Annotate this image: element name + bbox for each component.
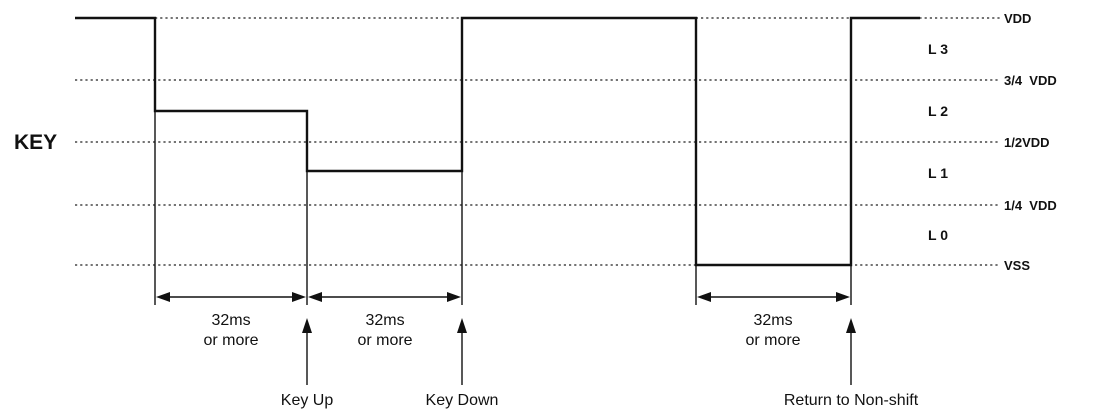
interval-1-dimension [156, 292, 306, 302]
event-labels: Key Up Key Down Return to Non-shift [281, 392, 919, 409]
interval-labels: 32ms or more 32ms or more 32ms or more [203, 312, 800, 349]
level-l1-label: L 1 [928, 165, 948, 181]
interval-2-dimension [308, 292, 461, 302]
reference-lines [75, 17, 1000, 266]
key-down-label: Key Down [426, 392, 499, 409]
interval-1-line1: 32ms [211, 312, 250, 329]
interval-3-line2: or more [745, 332, 800, 349]
interval-3-line1: 32ms [753, 312, 792, 329]
interval-2-line1: 32ms [365, 312, 404, 329]
rail-labels: VDD 3/4 VDD 1/2VDD 1/4 VDD VSS [1004, 11, 1057, 273]
quarter-vdd-label: 1/4 VDD [1004, 198, 1057, 213]
interval-1-line2: or more [203, 332, 258, 349]
three-quarter-vdd-label: 3/4 VDD [1004, 73, 1057, 88]
vss-label: VSS [1004, 258, 1030, 273]
level-labels: L 3 L 2 L 1 L 0 [928, 41, 948, 243]
return-label: Return to Non-shift [784, 392, 919, 409]
level-l2-label: L 2 [928, 103, 948, 119]
half-vdd-label: 1/2VDD [1004, 135, 1050, 150]
level-l3-label: L 3 [928, 41, 948, 57]
interval-extension-lines [154, 111, 852, 305]
level-l0-label: L 0 [928, 227, 948, 243]
event-arrows [302, 318, 856, 385]
key-waveform [75, 16, 920, 267]
interval-2-line2: or more [357, 332, 412, 349]
key-up-label: Key Up [281, 392, 334, 409]
vdd-label: VDD [1004, 11, 1031, 26]
signal-label: KEY [14, 131, 57, 154]
interval-3-dimension [697, 292, 850, 302]
